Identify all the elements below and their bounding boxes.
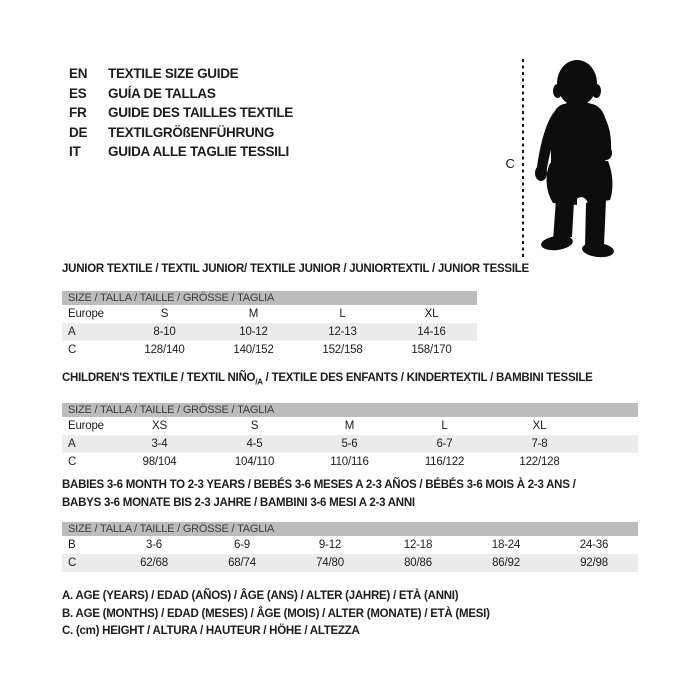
size-cell: XL xyxy=(532,420,547,433)
language-row-en: EN TEXTILE SIZE GUIDE xyxy=(69,64,293,84)
childrens-textile-table: CHILDREN'S TEXTILE / TEXTIL NIÑO/A / TEX… xyxy=(62,372,638,471)
note-c: C. (cm) HEIGHT / ALTURA / HAUTEUR / HÖHE… xyxy=(62,625,360,637)
value-cell: 62/68 xyxy=(140,557,168,569)
value-cell: 14-16 xyxy=(417,326,446,338)
row-label: B xyxy=(68,539,76,551)
language-label: GUIDE DES TAILLES TEXTILE xyxy=(108,105,294,120)
table-title-subscript: /A xyxy=(255,377,263,387)
language-label: GUIDA ALLE TAGLIE TESSILI xyxy=(108,144,289,159)
value-cell: 80/86 xyxy=(404,557,432,569)
value-cell: 86/92 xyxy=(492,557,520,569)
size-cell: S xyxy=(250,420,259,433)
language-code: ES xyxy=(69,85,87,101)
babies-textile-table: BABIES 3-6 MONTH TO 2-3 YEARS / BEBÉS 3-… xyxy=(62,476,638,572)
table-row: Europe XS S M L XL xyxy=(62,417,638,435)
language-list: EN TEXTILE SIZE GUIDE ES GUÍA DE TALLAS … xyxy=(69,64,293,162)
table-title-line1: BABIES 3-6 MONTH TO 2-3 YEARS / BEBÉS 3-… xyxy=(62,479,576,491)
language-label: GUÍA DE TALLAS xyxy=(108,85,216,101)
value-cell: 6-9 xyxy=(233,539,251,551)
value-cell: 5-6 xyxy=(341,438,358,451)
row-label: A xyxy=(68,438,76,451)
note-b: B. AGE (MONTHS) / EDAD (MESES) / ÂGE (MO… xyxy=(62,607,490,620)
value-cell: 12-18 xyxy=(403,539,433,551)
value-cell: 9-12 xyxy=(318,539,342,551)
value-cell: 7-8 xyxy=(531,438,548,451)
size-cell: S xyxy=(160,308,169,320)
size-cell: L xyxy=(441,420,448,433)
table-title-text: / TEXTILE DES ENFANTS / KINDERTEXTIL / B… xyxy=(262,372,593,384)
value-cell: 92/98 xyxy=(580,557,608,569)
value-cell: 24-36 xyxy=(579,539,609,551)
value-cell: 116/122 xyxy=(424,456,465,469)
junior-textile-table: JUNIOR TEXTILE / TEXTIL JUNIOR/ TEXTILE … xyxy=(62,263,529,359)
language-code: IT xyxy=(69,144,81,159)
value-cell: 104/110 xyxy=(234,456,275,469)
row-label: C xyxy=(68,557,77,569)
language-row-es: ES GUÍA DE TALLAS xyxy=(69,84,293,104)
table-title: JUNIOR TEXTILE / TEXTIL JUNIOR/ TEXTILE … xyxy=(62,263,529,275)
table-row: B 3-6 6-9 9-12 12-18 18-24 24-36 xyxy=(62,536,638,554)
size-cell: M xyxy=(248,308,259,320)
legend-notes: A. AGE (YEARS) / EDAD (AÑOS) / ÂGE (ANS)… xyxy=(62,588,490,641)
height-measure-label: C xyxy=(505,156,515,171)
table-row: Europe S M L XL xyxy=(62,305,477,323)
value-cell: 140/152 xyxy=(233,344,274,356)
language-row-it: IT GUIDA ALLE TAGLIE TESSILI xyxy=(69,142,293,162)
value-cell: 4-5 xyxy=(246,438,263,451)
table-row: A 3-4 4-5 5-6 6-7 7-8 xyxy=(62,435,638,454)
size-cell: M xyxy=(344,420,355,433)
language-row-de: DE TEXTILGRÖßENFÜHRUNG xyxy=(69,123,293,143)
language-row-fr: FR GUIDE DES TAILLES TEXTILE xyxy=(69,103,293,123)
size-band: SIZE / TALLA / TAILLE / GRÖSSE / TAGLIA xyxy=(62,403,638,418)
size-cell: L xyxy=(339,308,346,320)
value-cell: 98/104 xyxy=(142,456,177,469)
height-measure-line xyxy=(522,59,524,258)
size-band: SIZE / TALLA / TAILLE / GRÖSSE / TAGLIA xyxy=(62,522,638,536)
value-cell: 18-24 xyxy=(491,539,521,551)
baby-silhouette-icon xyxy=(535,60,614,258)
row-label: Europe xyxy=(68,308,104,320)
value-cell: 152/158 xyxy=(322,344,363,356)
value-cell: 122/128 xyxy=(519,456,560,469)
language-code: FR xyxy=(69,105,87,120)
row-label: A xyxy=(68,326,76,338)
note-a: A. AGE (YEARS) / EDAD (AÑOS) / ÂGE (ANS)… xyxy=(62,590,459,602)
row-label: Europe xyxy=(68,420,104,433)
language-label: TEXTILE SIZE GUIDE xyxy=(108,66,239,81)
size-cell: XL xyxy=(424,308,439,320)
value-cell: 74/80 xyxy=(316,557,344,569)
value-cell: 10-12 xyxy=(239,326,268,338)
value-cell: 3-6 xyxy=(145,539,163,551)
table-title-text: CHILDREN'S TEXTILE / TEXTIL NIÑO xyxy=(62,372,256,384)
table-row: C 62/68 68/74 74/80 80/86 86/92 92/98 xyxy=(62,554,638,572)
row-label: C xyxy=(68,344,77,356)
value-cell: 158/170 xyxy=(411,344,452,356)
language-code: DE xyxy=(69,124,88,140)
value-cell: 128/140 xyxy=(144,344,185,356)
language-label: TEXTILGRÖßENFÜHRUNG xyxy=(108,124,275,140)
table-title: CHILDREN'S TEXTILE / TEXTIL NIÑO/A / TEX… xyxy=(62,372,638,388)
value-cell: 8-10 xyxy=(153,326,176,338)
table-title: BABIES 3-6 MONTH TO 2-3 YEARS / BEBÉS 3-… xyxy=(62,476,638,512)
row-label: C xyxy=(68,456,77,469)
size-cell: XS xyxy=(152,420,167,433)
value-cell: 12-13 xyxy=(328,326,357,338)
table-row: C 98/104 104/110 110/116 116/122 122/128 xyxy=(62,453,638,471)
value-cell: 110/116 xyxy=(330,456,369,469)
table-row: A 8-10 10-12 12-13 14-16 xyxy=(62,323,477,341)
value-cell: 68/74 xyxy=(228,557,256,569)
table-row: C 128/140 140/152 152/158 158/170 xyxy=(62,341,477,359)
value-cell: 6-7 xyxy=(436,438,453,451)
language-code: EN xyxy=(69,66,88,81)
table-title-line2: BABYS 3-6 MONATE BIS 2-3 JAHRE / BAMBINI… xyxy=(62,497,415,509)
size-band: SIZE / TALLA / TAILLE / GRÖSSE / TAGLIA xyxy=(62,291,477,305)
value-cell: 3-4 xyxy=(151,438,168,451)
